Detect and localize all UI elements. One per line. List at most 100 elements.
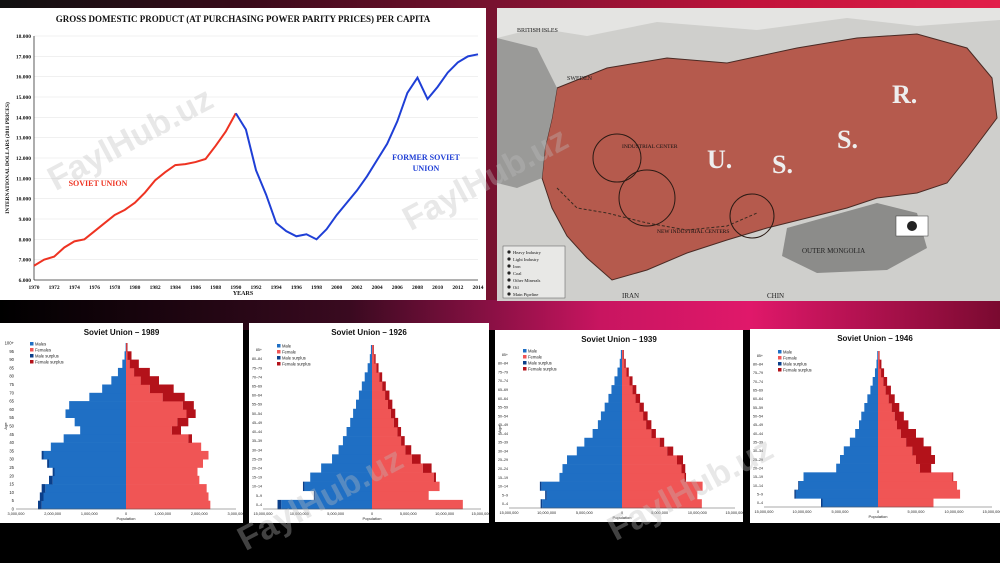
- legend-label: Male: [528, 349, 538, 354]
- gdp-title: GROSS DOMESTIC PRODUCT (AT PURCHASING PO…: [56, 14, 431, 24]
- gdp-x-tick-label: 1976: [89, 285, 100, 291]
- map-label-china: CHIN: [767, 292, 784, 300]
- population-tick-label: 15,000,000: [253, 512, 272, 516]
- population-tick-label: 2,000,000: [44, 512, 61, 516]
- male-bar: [836, 463, 878, 473]
- male-bar: [546, 490, 622, 500]
- female-bar: [372, 481, 440, 492]
- gdp-x-tick-label: 1998: [311, 285, 322, 291]
- male-bar: [52, 475, 126, 485]
- legend-swatch: [523, 349, 527, 353]
- female-surplus-bar: [639, 402, 644, 412]
- age-tick-label: 65–69: [498, 388, 508, 392]
- female-surplus-bar: [405, 445, 412, 455]
- female-surplus-bar: [879, 359, 882, 369]
- age-tick-label: 75–79: [252, 366, 262, 370]
- male-bar: [798, 481, 878, 490]
- gdp-x-tick-label: 2012: [452, 285, 463, 291]
- age-tick-label: 15: [9, 482, 14, 487]
- legend-swatch: [778, 356, 782, 360]
- male-bar: [855, 429, 878, 438]
- female-surplus-bar: [888, 394, 895, 404]
- gdp-y-tick-label: 10.000: [16, 197, 31, 203]
- map-label-outer-mongolia: OUTER MONGOLIA: [802, 247, 865, 255]
- gdp-x-tick-label: 2004: [372, 285, 383, 291]
- legend-swatch: [523, 355, 527, 359]
- legend-label: Female: [282, 350, 297, 355]
- male-bar: [619, 358, 622, 368]
- male-surplus-bar: [313, 490, 316, 501]
- legend-label: Male surplus: [783, 362, 807, 367]
- female-bar: [622, 411, 644, 421]
- population-tick-label: 0: [877, 510, 879, 514]
- female-surplus-bar: [162, 392, 185, 402]
- age-tick-label: 85+: [502, 353, 508, 357]
- female-surplus-bar: [646, 420, 652, 430]
- gdp-x-tick-label: 1994: [271, 285, 282, 291]
- gdp-x-tick-label: 1972: [49, 285, 60, 291]
- map-west-europe: [497, 38, 557, 188]
- population-tick-label: 10,000,000: [944, 510, 963, 514]
- age-tick-label: 30–34: [753, 449, 763, 453]
- male-bar: [874, 368, 878, 378]
- age-tick-label: 25–29: [498, 458, 508, 462]
- male-bar: [861, 411, 878, 421]
- male-bar: [361, 381, 372, 391]
- female-bar: [372, 408, 391, 419]
- population-tick-label: 10,000,000: [688, 511, 707, 515]
- age-tick-label: 60–64: [753, 397, 763, 401]
- male-surplus-bar: [41, 484, 46, 493]
- age-tick-label: 90: [9, 357, 14, 362]
- male-bar: [315, 490, 372, 501]
- gdp-x-tick-label: 2008: [412, 285, 423, 291]
- female-bar: [622, 429, 652, 439]
- gdp-chart-panel: GROSS DOMESTIC PRODUCT (AT PURCHASING PO…: [0, 8, 486, 300]
- ussr-map-panel: BRITISH ISLES SWEDEN INDUSTRIAL CENTER N…: [497, 8, 1000, 301]
- male-surplus-bar: [277, 499, 282, 510]
- age-tick-label: 0: [12, 507, 15, 512]
- legend-swatch: [277, 350, 281, 354]
- male-surplus-bar: [540, 499, 543, 509]
- male-bar: [614, 376, 622, 386]
- legend-label: Males: [35, 342, 46, 347]
- male-bar: [870, 385, 878, 395]
- female-surplus-bar: [891, 403, 900, 412]
- female-bar: [622, 455, 677, 465]
- legend-label: Male: [783, 350, 793, 355]
- female-bar: [372, 372, 380, 382]
- female-surplus-bar: [379, 372, 383, 382]
- female-bar: [126, 459, 203, 468]
- population-tick-label: 10,000,000: [290, 512, 309, 516]
- gdp-chart: GROSS DOMESTIC PRODUCT (AT PURCHASING PO…: [4, 14, 484, 297]
- population-tick-label: 10,000,000: [537, 511, 556, 515]
- pyramid-1989-panel: Soviet Union – 1989 0 5 10 15 20 25 30 35 40 45 50 5…: [0, 323, 243, 523]
- female-bar: [622, 376, 630, 386]
- male-bar: [304, 481, 372, 492]
- male-bar: [576, 446, 622, 456]
- male-bar: [604, 402, 622, 412]
- pyramid-1926-panel: Soviet Union – 1926 0–4 5–9 10–14 15–19 20–24…: [249, 323, 489, 523]
- age-tick-label: 60–64: [252, 394, 262, 398]
- map-legend-marker: [507, 278, 511, 282]
- gdp-x-tick-label: 1982: [150, 285, 161, 291]
- male-bar: [872, 377, 878, 386]
- female-surplus-bar: [373, 345, 374, 355]
- pyramid-x-axis-label: Population: [613, 515, 632, 520]
- population-tick-label: 1,000,000: [81, 512, 98, 516]
- map-legend-item: Iron: [513, 264, 521, 269]
- female-bar: [126, 426, 172, 435]
- female-surplus-bar: [651, 429, 656, 439]
- female-bar: [126, 409, 187, 418]
- gdp-y-tick-label: 15.000: [16, 95, 31, 101]
- gdp-x-tick-label: 1988: [210, 285, 221, 291]
- male-surplus-bar: [794, 489, 796, 499]
- pyramid-1946-chart: Soviet Union – 1946 0–4 5–9 10–14 15–19 20–24…: [753, 334, 1000, 519]
- female-surplus-bar: [177, 417, 189, 427]
- gdp-y-tick-label: 9.000: [19, 217, 32, 223]
- gdp-y-tick-label: 12.000: [16, 156, 31, 162]
- female-bar: [878, 403, 892, 412]
- map-industrial-ring-2: [729, 193, 775, 239]
- age-tick-label: 40: [9, 440, 14, 445]
- female-bar: [126, 442, 202, 452]
- male-bar: [559, 472, 622, 482]
